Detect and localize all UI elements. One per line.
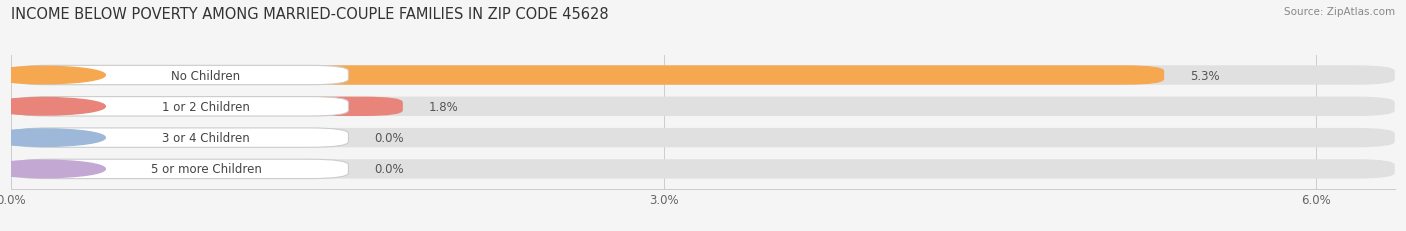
Circle shape [0, 129, 105, 147]
Circle shape [0, 161, 105, 178]
FancyBboxPatch shape [11, 97, 1395, 116]
Text: 1 or 2 Children: 1 or 2 Children [162, 100, 250, 113]
Circle shape [0, 98, 105, 116]
FancyBboxPatch shape [11, 66, 349, 85]
FancyBboxPatch shape [11, 66, 1395, 85]
Text: 5 or more Children: 5 or more Children [150, 163, 262, 176]
Text: 1.8%: 1.8% [429, 100, 458, 113]
FancyBboxPatch shape [11, 128, 1395, 148]
FancyBboxPatch shape [11, 97, 349, 116]
FancyBboxPatch shape [11, 66, 1164, 85]
Circle shape [0, 67, 105, 84]
FancyBboxPatch shape [11, 160, 349, 179]
FancyBboxPatch shape [11, 128, 349, 148]
Text: 5.3%: 5.3% [1191, 69, 1220, 82]
Text: No Children: No Children [172, 69, 240, 82]
Text: 0.0%: 0.0% [374, 131, 404, 144]
Text: 0.0%: 0.0% [374, 163, 404, 176]
Text: INCOME BELOW POVERTY AMONG MARRIED-COUPLE FAMILIES IN ZIP CODE 45628: INCOME BELOW POVERTY AMONG MARRIED-COUPL… [11, 7, 609, 22]
FancyBboxPatch shape [11, 160, 1395, 179]
FancyBboxPatch shape [11, 97, 402, 116]
Text: 3 or 4 Children: 3 or 4 Children [162, 131, 250, 144]
Text: Source: ZipAtlas.com: Source: ZipAtlas.com [1284, 7, 1395, 17]
